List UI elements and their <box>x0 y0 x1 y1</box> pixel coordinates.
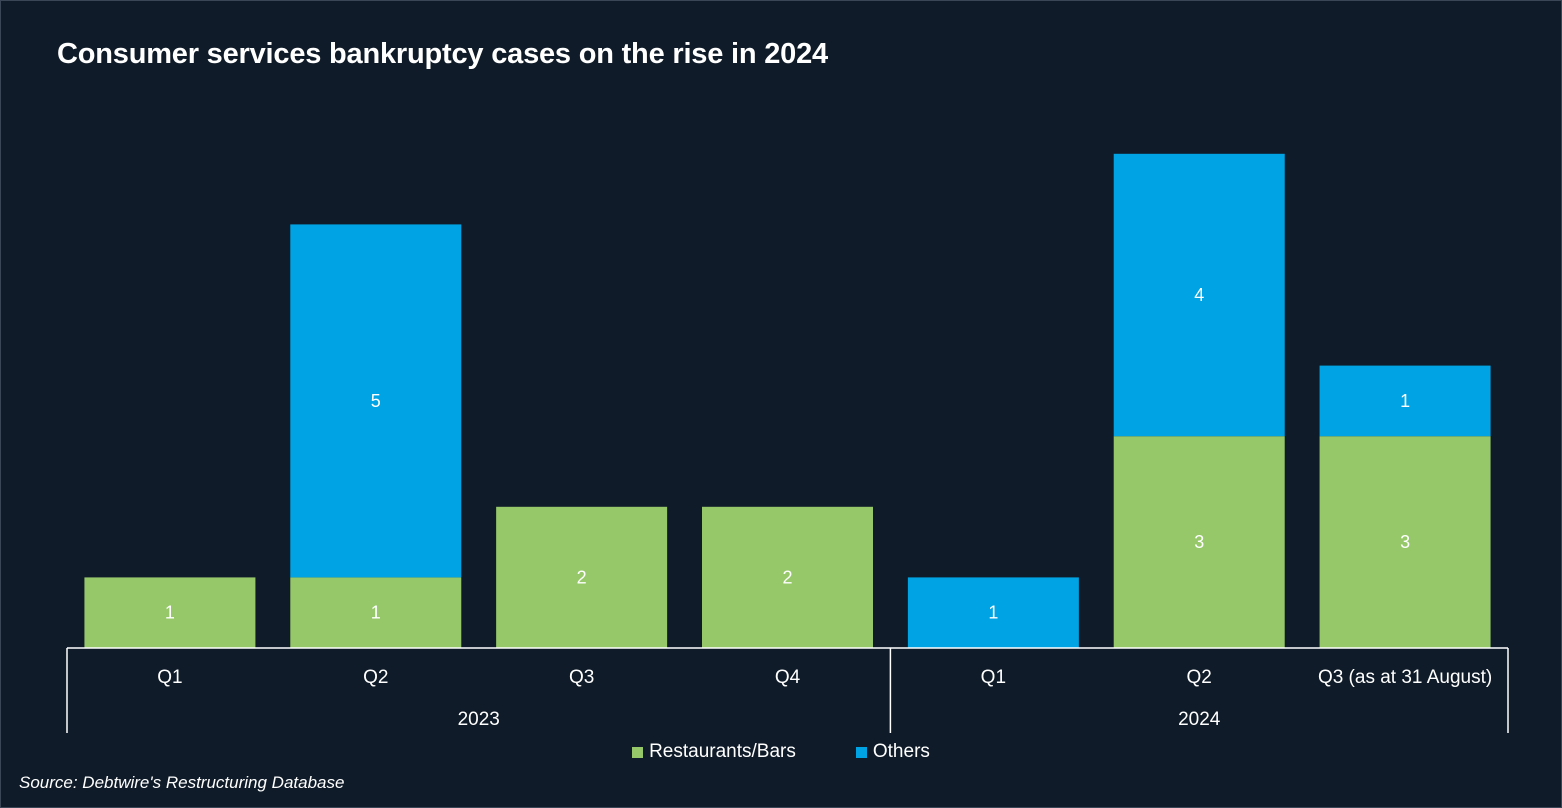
bar-restaurants-bars-0 <box>84 577 256 648</box>
data-label-others-1: 5 <box>371 391 381 411</box>
tick-label-6: Q3 (as at 31 August) <box>1318 667 1492 688</box>
data-label-restaurants-bars-5: 3 <box>1194 532 1204 552</box>
bars-layer: 1 1 5 2 2 1 3 4 3 1 <box>84 153 1491 648</box>
data-label-restaurants-bars-2: 2 <box>577 567 587 587</box>
data-label-restaurants-bars-6: 3 <box>1400 532 1410 552</box>
tick-label-2: Q3 <box>569 667 594 688</box>
legend-item-restaurants-bars: Restaurants/Bars <box>632 741 796 763</box>
bar-others-4 <box>907 577 1079 648</box>
tick-label-3: Q4 <box>775 667 801 688</box>
legend-label-restaurants-bars: Restaurants/Bars <box>649 741 796 762</box>
category-axis: Q1 Q2 Q3 Q4 Q1 Q2 Q3 (as at 31 August) 2023 2024 <box>66 647 1509 733</box>
bar-restaurants-bars-5 <box>1113 436 1285 648</box>
group-label-2024: 2024 <box>1178 709 1221 730</box>
tick-label-1: Q2 <box>363 667 388 688</box>
bar-restaurants-bars-2 <box>496 506 668 648</box>
bar-others-1 <box>290 224 462 578</box>
tick-label-0: Q1 <box>157 667 182 688</box>
data-label-others-6: 1 <box>1400 391 1410 411</box>
tick-label-4: Q1 <box>981 667 1006 688</box>
source-note: Source: Debtwire's Restructuring Databas… <box>19 773 345 792</box>
data-label-others-4: 1 <box>988 603 998 623</box>
legend-swatch-restaurants-bars <box>632 746 644 758</box>
data-label-restaurants-bars-1: 1 <box>371 603 381 623</box>
legend: Restaurants/Bars Others <box>0 741 1562 763</box>
data-label-restaurants-bars-3: 2 <box>782 567 792 587</box>
bar-restaurants-bars-1 <box>290 577 462 648</box>
legend-label-others: Others <box>872 741 930 762</box>
chart-title: Consumer services bankruptcy cases on th… <box>57 38 828 70</box>
data-label-restaurants-bars-0: 1 <box>165 603 175 623</box>
bar-restaurants-bars-6 <box>1319 436 1491 648</box>
bar-others-5 <box>1113 153 1285 437</box>
group-label-2023: 2023 <box>458 709 500 730</box>
bar-others-6 <box>1319 365 1491 437</box>
legend-swatch-others <box>855 746 867 758</box>
bar-restaurants-bars-3 <box>702 506 873 648</box>
legend-item-others: Others <box>855 741 930 763</box>
tick-label-5: Q2 <box>1187 667 1212 688</box>
data-label-others-5: 4 <box>1194 285 1204 305</box>
